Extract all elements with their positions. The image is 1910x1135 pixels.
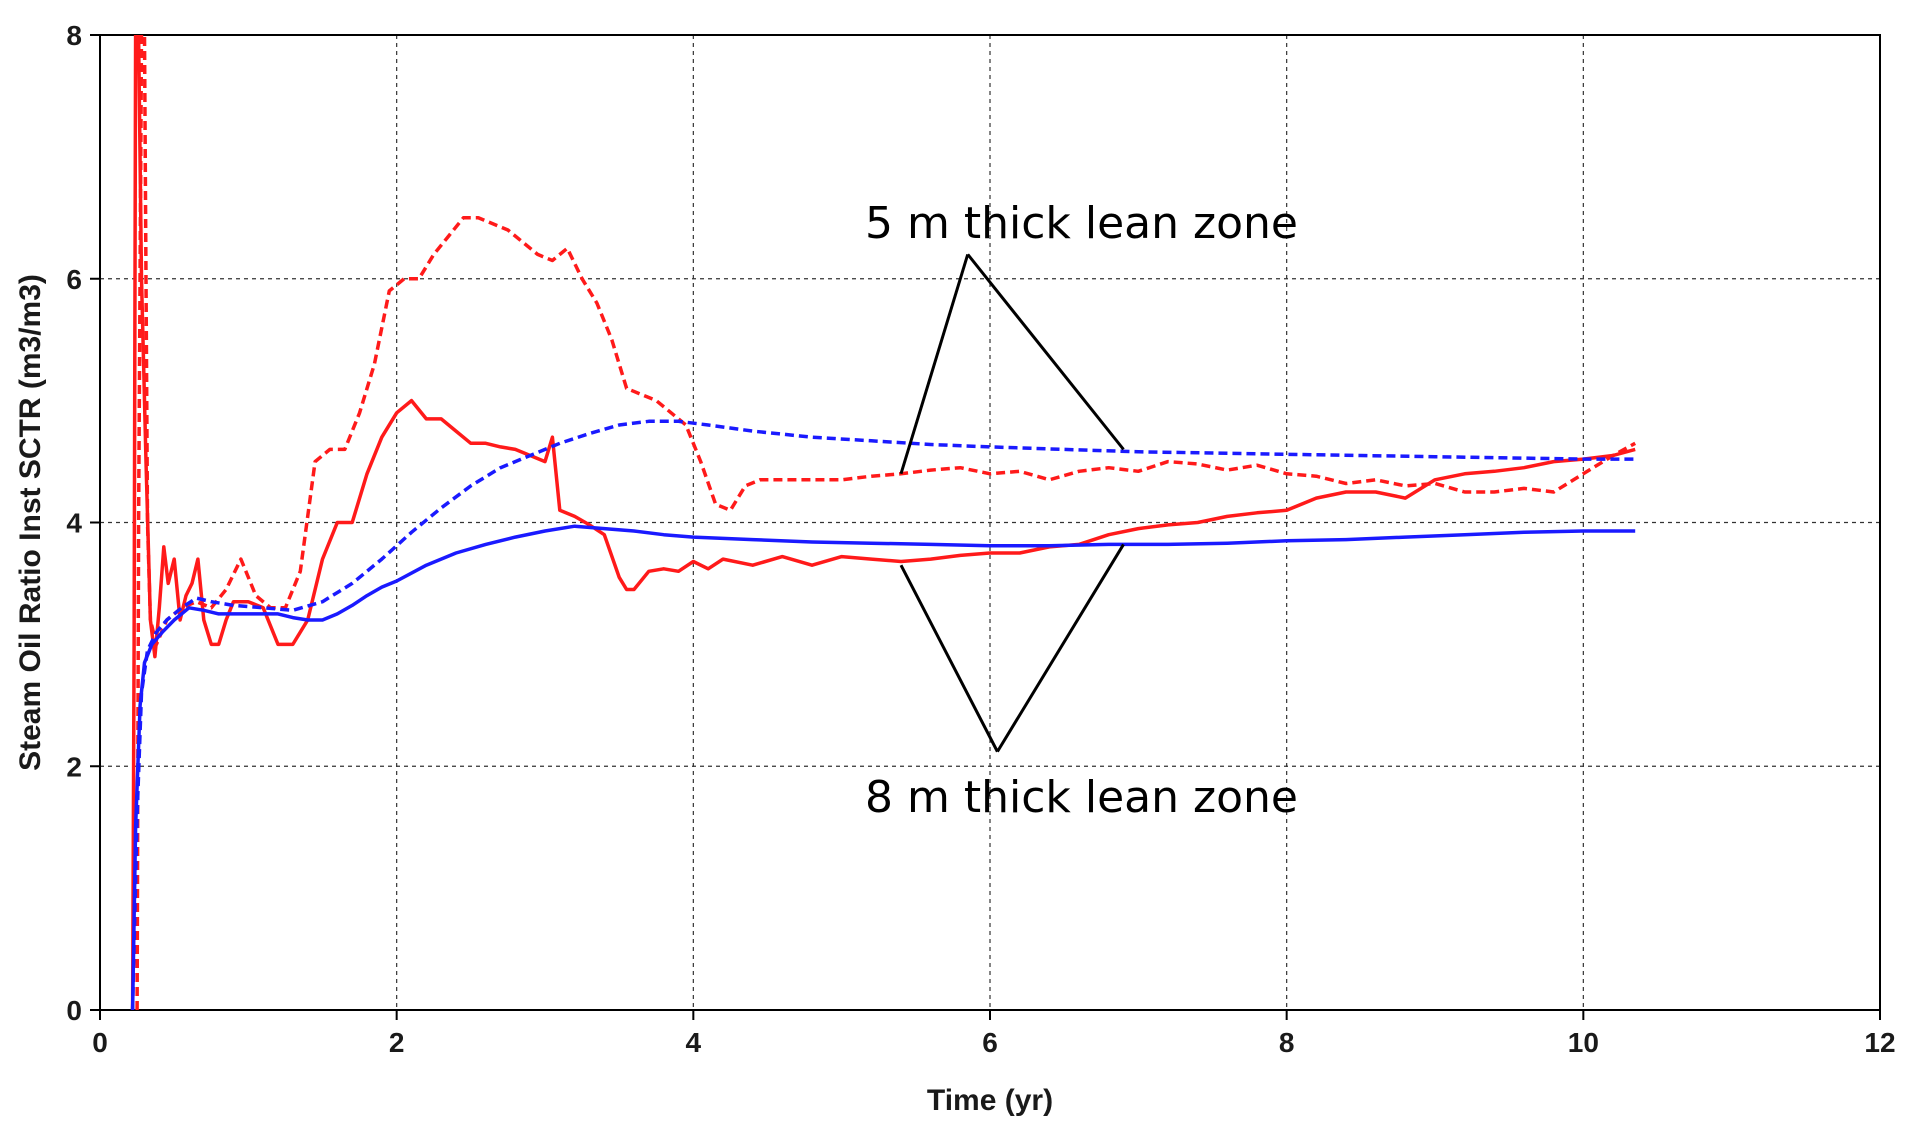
y-tick-label-8: 8 [66,20,82,51]
x-tick-label-12: 12 [1864,1027,1895,1058]
x-tick-label-6: 6 [982,1027,998,1058]
y-tick-label-6: 6 [66,264,82,295]
pointer-line-1-0 [899,564,999,753]
pointer-line-0-1 [966,253,1125,451]
annotation-8m-lean-zone: 8 m thick lean zone [865,772,1298,823]
pointer-line-0-0 [899,253,970,475]
series-blue-solid [130,524,1636,1010]
y-tick-label-0: 0 [66,995,82,1026]
pointer-line-1-1 [996,543,1125,753]
series-red-solid [130,35,1636,1010]
x-tick-label-8: 8 [1279,1027,1295,1058]
x-tick-label-0: 0 [92,1027,108,1058]
x-tick-label-4: 4 [686,1027,702,1058]
x-tick-label-2: 2 [389,1027,405,1058]
y-tick-label-2: 2 [66,751,82,782]
x-axis-ticks: 0 2 4 6 8 10 12 [92,1010,1896,1058]
x-tick-label-10: 10 [1568,1027,1599,1058]
y-tick-label-4: 4 [66,508,82,539]
x-axis-label: Time (yr) [927,1084,1053,1117]
annotation-5m-lean-zone: 5 m thick lean zone [865,198,1298,249]
series-red-dashed [135,35,1637,1010]
annotation-pointers [899,253,1125,753]
y-axis-ticks: 0 2 4 6 8 [66,20,100,1026]
gridlines [100,35,1880,1010]
y-axis-label: Steam Oil Ratio Inst SCTR (m3/m3) [14,274,47,771]
series-blue-dashed [130,419,1636,1010]
series-group [130,35,1637,1010]
